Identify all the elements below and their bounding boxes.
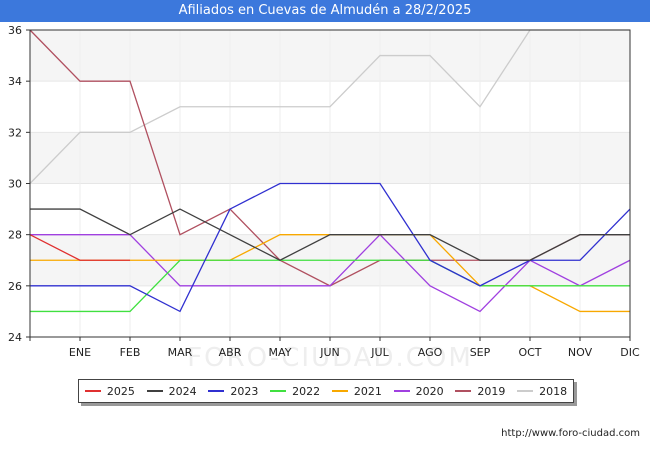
x-tick-label: AGO [418, 346, 443, 359]
legend-item-2025: 2025 [84, 384, 135, 398]
x-tick-label: ABR [219, 346, 242, 359]
legend-item-2019: 2019 [455, 385, 505, 398]
y-tick-label: 26 [8, 280, 22, 293]
legend-label: 2018 [539, 384, 568, 398]
y-tick-label: 34 [8, 75, 22, 88]
legend-item-2020: 2020 [393, 384, 444, 398]
legend-item-2023: 2023 [208, 385, 258, 398]
series-line-2025 [29, 234, 130, 261]
legend-label: 2019 [477, 384, 506, 398]
legend-swatch [455, 390, 472, 392]
y-tick-label: 36 [8, 24, 22, 37]
y-tick-label: 24 [8, 331, 22, 344]
chart-legend: 2025 2024 2023 2022 2021 2020 2019 2018 [78, 379, 574, 403]
legend-swatch [84, 390, 101, 392]
series-line-2022 [30, 259, 630, 313]
x-tick-label: OCT [518, 346, 541, 359]
watermark-text: FORO-CIUDAD.COM [187, 343, 473, 373]
y-tick-label: 30 [8, 178, 22, 191]
legend-label: 2023 [230, 384, 259, 398]
source-url: http://www.foro-ciudad.com [501, 428, 640, 439]
legend-item-2024: 2024 [146, 384, 197, 398]
legend-swatch [208, 390, 225, 392]
series-line-2024 [30, 208, 630, 261]
legend-item-2021: 2021 [331, 384, 382, 398]
legend-item-2018: 2018 [517, 385, 567, 398]
x-tick-label: FEB [120, 346, 141, 359]
x-tick-label: DIC [620, 346, 640, 359]
legend-label: 2025 [106, 384, 135, 398]
legend-swatch [517, 390, 534, 392]
legend-label: 2020 [415, 384, 444, 398]
x-tick-label: NOV [568, 346, 593, 359]
x-tick-label: SEP [470, 346, 491, 359]
x-tick-label: MAY [269, 346, 292, 359]
legend-swatch [331, 390, 348, 392]
legend-label: 2021 [353, 384, 382, 398]
legend-swatch [270, 390, 287, 392]
x-tick-label: ENE [69, 346, 91, 359]
legend-swatch [393, 390, 410, 392]
legend-label: 2022 [292, 384, 321, 398]
chart-title: Afiliados en Cuevas de Almudén a 28/2/20… [0, 0, 650, 22]
x-tick-label: JUN [319, 346, 340, 359]
legend-swatch [146, 390, 163, 392]
y-tick-label: 28 [8, 229, 22, 242]
x-tick-label: MAR [168, 346, 193, 359]
legend-label: 2024 [168, 384, 197, 398]
x-tick-label: JUL [370, 346, 389, 359]
legend-item-2022: 2022 [270, 385, 320, 398]
y-tick-label: 32 [8, 126, 22, 139]
